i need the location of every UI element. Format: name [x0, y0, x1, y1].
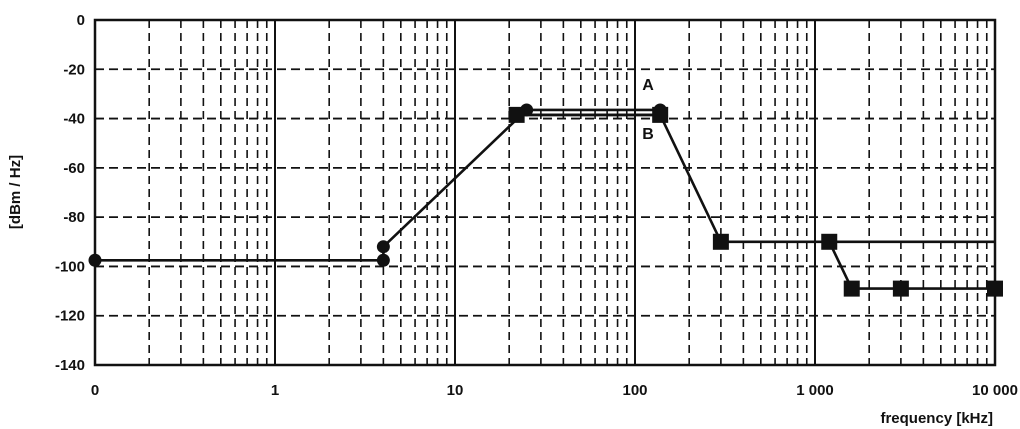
x-tick-label: 0 — [91, 382, 99, 399]
data-point-square — [508, 106, 525, 123]
y-tick-label: -40 — [63, 111, 85, 128]
x-tick-label: 10 — [447, 382, 464, 399]
data-point-circle — [376, 240, 390, 254]
x-tick-label: 1 000 — [796, 382, 834, 399]
data-point-square — [652, 106, 669, 123]
y-axis-ticks: 0 -20 -40 -60 -80 -100 -120 -140 — [55, 12, 85, 374]
x-tick-label: 10 000 — [972, 382, 1018, 399]
data-point-square — [987, 280, 1003, 297]
y-tick-label: -80 — [63, 209, 85, 226]
y-tick-label: 0 — [77, 12, 85, 29]
y-tick-label: -20 — [63, 61, 85, 78]
annotation-a: A — [642, 77, 654, 94]
data-point-square — [712, 233, 729, 250]
data-point-square — [843, 280, 860, 297]
x-tick-label: 100 — [622, 382, 647, 399]
grid — [95, 20, 995, 365]
series-group — [88, 103, 1003, 297]
x-axis-title: frequency [kHz] — [880, 410, 993, 427]
y-tick-label: -100 — [55, 258, 85, 275]
data-point-square — [892, 280, 909, 297]
plot-frame — [93, 18, 997, 367]
y-tick-label: -120 — [55, 308, 85, 325]
x-tick-label: 1 — [271, 382, 279, 399]
data-point-circle — [88, 253, 102, 267]
y-tick-label: -60 — [63, 160, 85, 177]
annotation-b: B — [642, 126, 654, 143]
data-point-square — [821, 233, 838, 250]
y-tick-label: -140 — [55, 357, 85, 374]
y-axis-title: [dBm / Hz] — [7, 155, 24, 229]
data-point-circle — [376, 253, 390, 267]
x-axis-ticks: 0 1 10 100 1 000 10 000 — [91, 382, 1018, 399]
